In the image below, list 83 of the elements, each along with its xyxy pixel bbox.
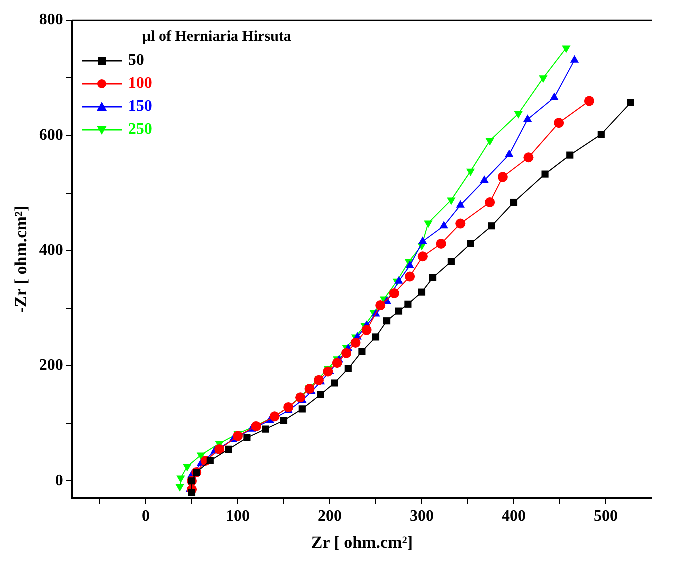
x-tick-label: 200 [318,508,342,526]
point [244,434,251,442]
point [436,238,446,249]
x-tick-label: 0 [142,508,150,526]
point [542,170,549,178]
point [389,288,400,298]
point [523,114,532,122]
point [298,406,306,413]
point [562,46,571,54]
point [384,318,391,325]
point [498,172,508,182]
point [233,431,243,442]
point [358,348,366,356]
point [485,198,496,208]
point [539,76,548,84]
point [554,118,564,128]
y-tick-label: 200 [39,357,64,374]
legend-label: 150 [128,98,152,116]
point [447,198,456,206]
point [362,325,372,336]
point [284,402,294,412]
point [510,198,518,206]
x-tick-label: 300 [410,508,434,526]
point [206,457,214,465]
point [524,152,534,163]
point [430,274,437,282]
point [176,476,186,484]
point [342,348,352,358]
point [448,258,455,266]
point [404,300,412,308]
point [332,358,342,368]
x-tick-label: 100 [226,508,250,526]
point [584,96,594,106]
point [440,221,448,229]
point [627,99,634,106]
point [550,92,559,100]
point [456,218,466,229]
point [262,426,270,433]
point [196,452,206,460]
point [183,464,192,472]
point [317,391,324,398]
legend-label: 250 [128,121,152,140]
point [514,111,523,119]
point [480,176,489,184]
point [598,131,605,138]
legend-label: 100 [128,75,152,94]
point [372,334,380,341]
legend-title: µl of Herniaria Hirsuta [142,28,292,46]
point [467,240,474,248]
point [488,222,496,230]
y-tick-label: 600 [39,126,64,144]
point [486,138,494,146]
y-tick-label: 800 [39,12,64,29]
y-tick-label: 0 [55,472,64,490]
point [418,236,428,244]
point [466,168,476,176]
point [176,484,184,492]
point [331,380,338,387]
point [350,338,361,348]
point [214,444,225,454]
point [395,308,403,315]
point [323,366,334,377]
point [570,55,580,63]
x-tick-label: 500 [594,508,618,526]
point [225,446,232,454]
y-tick-label: 400 [39,242,64,260]
legend-label: 50 [128,52,144,70]
point [418,288,426,296]
point [394,276,404,284]
point [424,220,433,228]
y-axis-title: -Zr [ ohm.cm²] [12,206,31,314]
point [188,489,196,496]
point [456,200,465,208]
point [505,150,514,158]
x-tick-label: 400 [502,508,526,526]
point [344,365,352,372]
point [566,152,574,159]
x-axis-title: Zr [ ohm.cm²] [311,533,413,552]
point [405,272,416,282]
point [376,300,386,311]
point [418,252,428,262]
point [270,412,280,422]
point [280,417,288,424]
